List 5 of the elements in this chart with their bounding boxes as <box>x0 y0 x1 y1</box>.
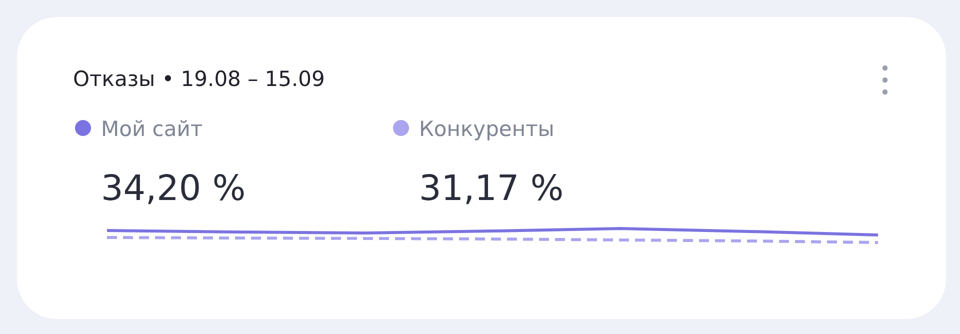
text: 31,17 % <box>419 169 564 209</box>
legend-label: Конкуренты <box>419 117 554 141</box>
text: 34,20 % <box>101 169 246 209</box>
chart-title: Отказы • 19.08 – 15.09 <box>73 67 325 91</box>
legend-label: Мой сайт <box>101 117 203 141</box>
